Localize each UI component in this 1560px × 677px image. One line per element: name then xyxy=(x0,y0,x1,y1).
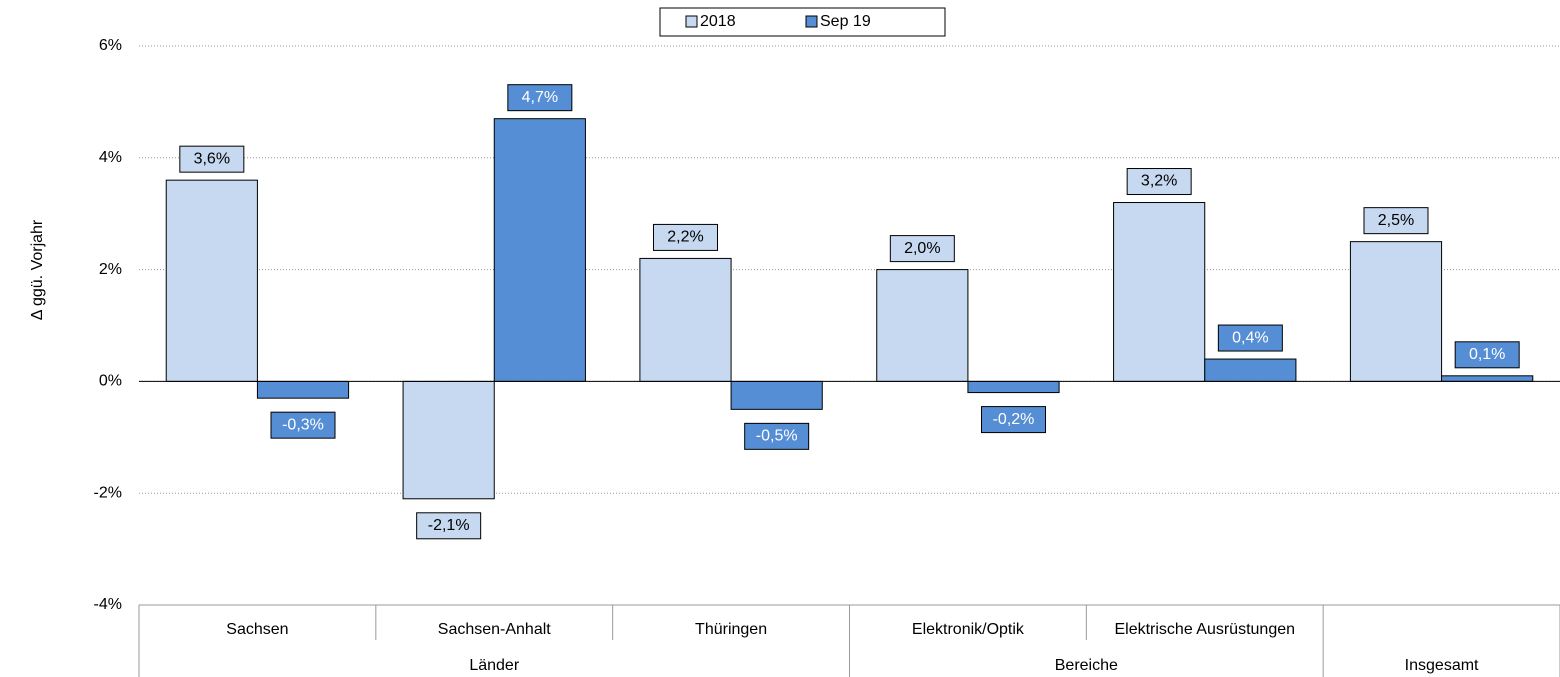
x-tick-label: Sachsen-Anhalt xyxy=(438,621,552,638)
y-tick-label: 0% xyxy=(99,373,122,390)
y-tick-label: 4% xyxy=(99,149,122,166)
group-label: Insgesamt xyxy=(1405,657,1479,674)
value-label: 0,4% xyxy=(1232,329,1268,346)
y-tick-label: 2% xyxy=(99,261,122,278)
bar xyxy=(1349,241,1443,382)
x-tick-label: Elektrische Ausrüstungen xyxy=(1114,621,1295,638)
value-label: 4,7% xyxy=(522,89,558,106)
value-label: 3,6% xyxy=(194,150,230,167)
group-label: Länder xyxy=(469,657,519,674)
legend-swatch xyxy=(805,15,818,28)
value-label: -0,3% xyxy=(282,416,324,433)
group-label: Bereiche xyxy=(1055,657,1118,674)
value-label-box xyxy=(1217,324,1283,352)
bar xyxy=(1204,358,1297,382)
bar xyxy=(165,179,258,382)
value-label-box xyxy=(507,84,573,112)
bar xyxy=(876,269,969,382)
bar xyxy=(493,118,586,382)
legend-label: Sep 19 xyxy=(820,13,871,30)
value-label: 2,2% xyxy=(667,229,703,246)
value-label-box xyxy=(1126,168,1192,196)
bar xyxy=(402,380,495,500)
y-tick-label: -2% xyxy=(94,484,122,501)
bar xyxy=(730,380,823,410)
legend-label: 2018 xyxy=(700,13,736,30)
value-label: 0,1% xyxy=(1469,346,1505,363)
value-label: -0,2% xyxy=(993,411,1035,428)
value-label-box xyxy=(652,223,718,251)
legend-box xyxy=(659,7,946,37)
legend-swatch xyxy=(685,15,698,28)
value-label-box xyxy=(179,145,245,173)
bar xyxy=(1113,202,1206,382)
value-label: 2,0% xyxy=(904,240,940,257)
x-tick-label: Sachsen xyxy=(226,621,288,638)
value-label-box xyxy=(270,411,336,439)
y-tick-label: -4% xyxy=(94,596,122,613)
x-tick-label: Elektronik/Optik xyxy=(912,621,1025,638)
value-label: -2,1% xyxy=(428,517,470,534)
bar xyxy=(967,380,1060,394)
value-label: 3,2% xyxy=(1141,173,1177,190)
value-label-box xyxy=(416,512,482,540)
y-tick-label: 6% xyxy=(99,37,122,54)
value-label: -0,5% xyxy=(756,428,798,445)
value-label-box xyxy=(981,406,1047,434)
bar xyxy=(639,257,732,382)
value-label-box xyxy=(744,422,810,450)
value-label-box xyxy=(889,235,955,263)
value-label-box xyxy=(1454,341,1520,369)
value-label-box xyxy=(1363,207,1429,235)
bar xyxy=(1441,375,1534,382)
bar xyxy=(256,380,350,399)
value-label: 2,5% xyxy=(1378,212,1414,229)
x-tick-label: Thüringen xyxy=(695,621,767,638)
y-axis-label: Δ ggü. Vorjahr xyxy=(29,219,46,320)
